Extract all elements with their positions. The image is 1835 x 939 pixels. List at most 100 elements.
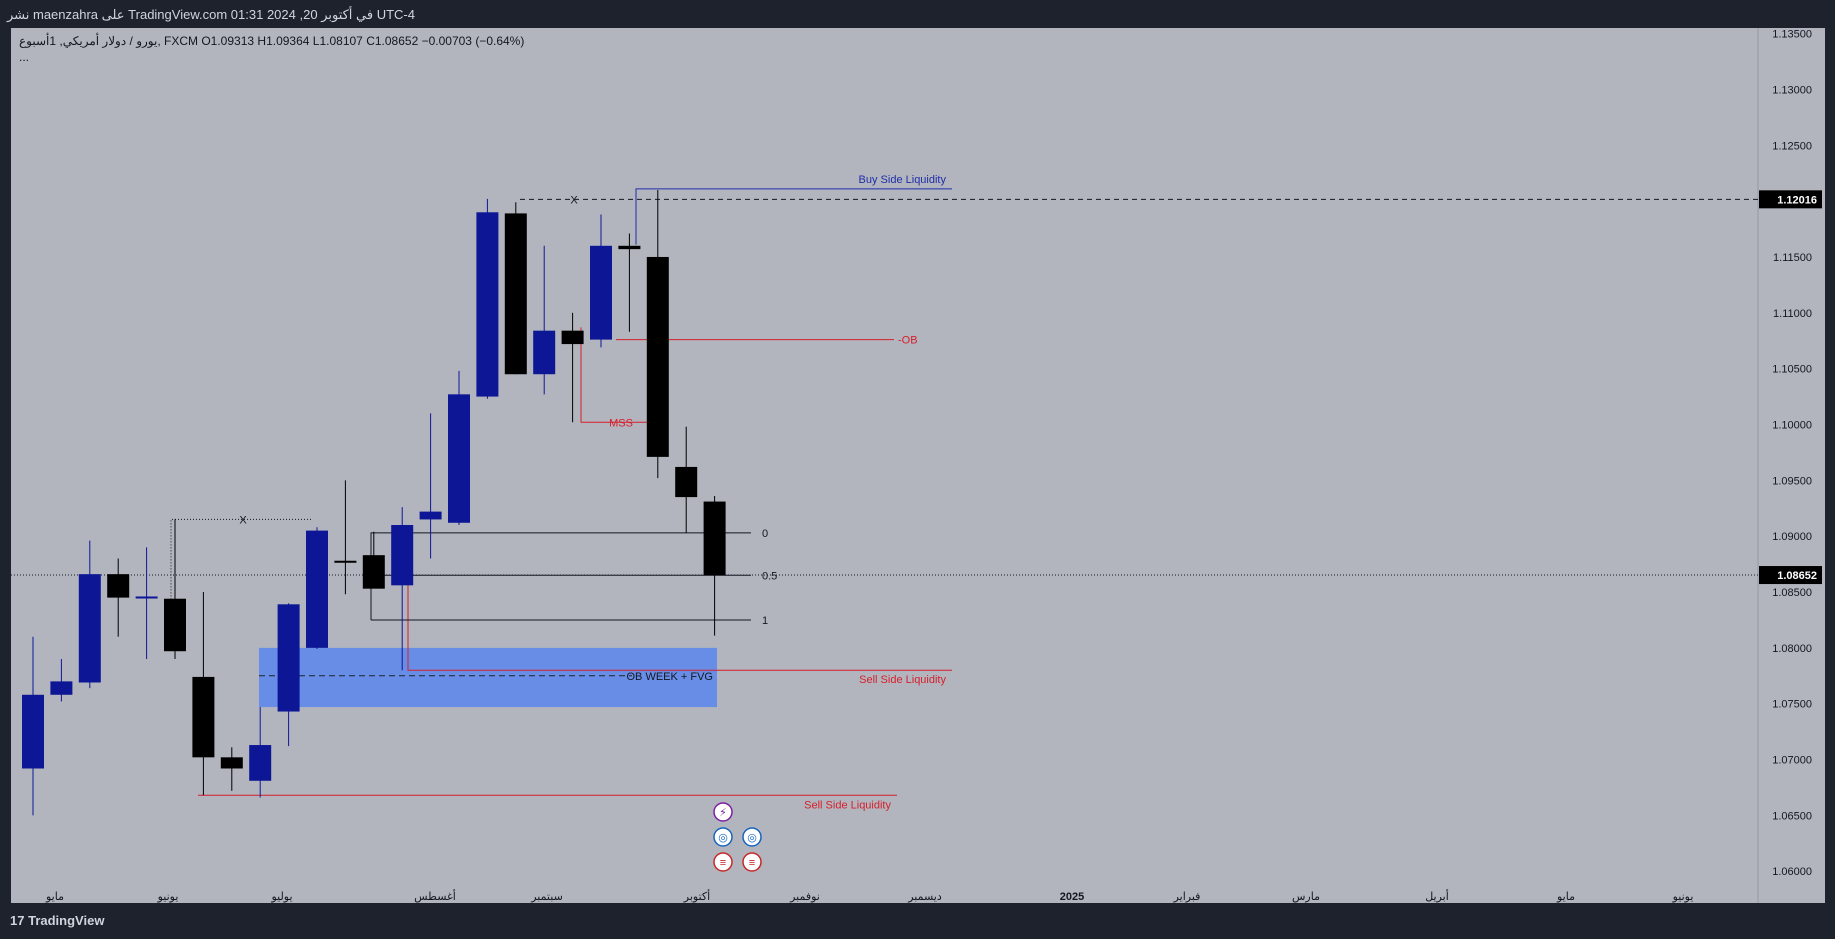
x-tick-label: مايو bbox=[45, 891, 64, 903]
candle-body bbox=[533, 330, 556, 375]
candle-body bbox=[590, 245, 612, 340]
price-label-box bbox=[1759, 190, 1822, 209]
mss-label: MSS bbox=[609, 417, 633, 429]
x-tick-label: نوفمبر bbox=[789, 891, 820, 903]
candle-body bbox=[50, 681, 73, 695]
legend-low: L1.08107 bbox=[312, 34, 363, 48]
sell-side-liquidity-line-1 bbox=[407, 580, 952, 671]
y-tick-label: 1.13500 bbox=[1772, 29, 1812, 41]
candle-body bbox=[703, 501, 726, 576]
candle-body bbox=[306, 530, 328, 648]
x-tick-label: يوليو bbox=[270, 891, 292, 903]
sell-side-liquidity-label-1: Sell Side Liquidity bbox=[859, 674, 946, 686]
candle-body bbox=[476, 212, 499, 397]
y-tick-label: 1.06000 bbox=[1772, 866, 1812, 878]
legend-close: C1.08652 bbox=[366, 34, 419, 48]
price-label-box bbox=[1759, 566, 1822, 585]
event-icon-ring bbox=[742, 827, 762, 847]
candle-body bbox=[192, 676, 215, 758]
candle-body bbox=[78, 574, 101, 683]
candle-body bbox=[504, 213, 527, 375]
sell-side-liquidity-label-2: Sell Side Liquidity bbox=[804, 799, 891, 811]
us-flag-event-icon[interactable]: ≡ bbox=[713, 852, 733, 872]
y-tick-label: 1.09500 bbox=[1772, 475, 1812, 487]
event-icon-glyph: ≡ bbox=[720, 857, 726, 869]
event-icon-ring bbox=[742, 852, 762, 872]
candle-body bbox=[249, 745, 272, 781]
mss-line bbox=[580, 327, 651, 423]
publish-info-text: نشر maenzahra على TradingView.com في أكت… bbox=[7, 7, 415, 22]
y-tick-label: 1.07500 bbox=[1772, 699, 1812, 711]
candle-body bbox=[135, 596, 158, 599]
buy-side-liquidity-line bbox=[635, 188, 952, 245]
y-tick-label: 1.09000 bbox=[1772, 531, 1812, 543]
x-mark-left: X bbox=[239, 514, 247, 526]
y-tick-label: 1.08000 bbox=[1772, 643, 1812, 655]
event-icon-ring bbox=[713, 827, 733, 847]
event-icon-ring bbox=[713, 802, 733, 822]
globe-event-icon[interactable]: ◎ bbox=[742, 827, 762, 847]
fib-label-05: 0.5 bbox=[762, 570, 777, 582]
x-tick-label: أغسطس bbox=[414, 889, 456, 903]
y-tick-label: 1.11500 bbox=[1773, 252, 1812, 264]
price-label-text: 1.08652 bbox=[1777, 570, 1817, 582]
x-tick-label: 2025 bbox=[1060, 891, 1084, 903]
ob-week-fvg-zone bbox=[259, 647, 717, 708]
candle-body bbox=[107, 574, 130, 598]
event-icon-glyph: ⚡ bbox=[719, 807, 727, 819]
x-tick-label: سبتمبر bbox=[530, 891, 563, 903]
candle-body bbox=[448, 394, 470, 523]
ob-week-fvg-label: OB WEEK + FVG bbox=[627, 671, 714, 683]
y-tick-label: 1.10500 bbox=[1772, 364, 1812, 376]
candle-body bbox=[675, 466, 698, 498]
fib-line-0 bbox=[370, 532, 751, 620]
candle-body bbox=[391, 525, 414, 586]
x-tick-label: يونيو bbox=[157, 891, 179, 903]
candle-body bbox=[646, 256, 669, 457]
candle-body bbox=[419, 511, 442, 520]
legend-symbol: يورو / دولار أمريكي, 1أسبوع, FXCM bbox=[19, 34, 198, 48]
event-icon-glyph: ◎ bbox=[718, 832, 728, 844]
chart-canvas[interactable]: 1.135001.130001.125001.120001.115001.110… bbox=[11, 28, 1825, 903]
candle-body bbox=[22, 694, 44, 769]
x-tick-label: أبريل bbox=[1425, 889, 1449, 903]
ob-label: -OB bbox=[898, 335, 918, 347]
x-tick-label: يونيو bbox=[1672, 891, 1694, 903]
legend-change: −0.00703 (−0.64%) bbox=[421, 34, 525, 48]
event-icon-glyph: ◎ bbox=[747, 832, 757, 844]
chart-pane[interactable]: 1.135001.130001.125001.120001.115001.110… bbox=[11, 28, 1825, 903]
price-axis bbox=[1758, 28, 1825, 903]
y-tick-label: 1.12500 bbox=[1772, 140, 1812, 152]
x-tick-label: ديسمبر bbox=[907, 891, 942, 903]
candle-body bbox=[618, 245, 641, 250]
publish-header: نشر maenzahra على TradingView.com في أكت… bbox=[0, 0, 1835, 28]
footer-bar: 17 TradingView bbox=[0, 903, 1835, 939]
candle-body bbox=[561, 330, 584, 345]
x-tick-label: مايو bbox=[1556, 891, 1575, 903]
tradingview-logo-text: TradingView bbox=[28, 913, 105, 928]
candle-body bbox=[277, 604, 300, 712]
legend-more-button[interactable]: ... bbox=[19, 50, 30, 64]
symbol-legend: يورو / دولار أمريكي, 1أسبوع, FXCM O1.093… bbox=[19, 34, 524, 64]
x-left-line bbox=[170, 518, 313, 606]
y-tick-label: 1.08500 bbox=[1772, 587, 1812, 599]
buy-side-liquidity-label: Buy Side Liquidity bbox=[859, 174, 947, 186]
fib-label-1: 1 bbox=[762, 615, 768, 627]
legend-high: H1.09364 bbox=[257, 34, 310, 48]
y-tick-label: 1.07000 bbox=[1772, 755, 1812, 767]
x-mark-top: X bbox=[570, 194, 578, 206]
fib-label-0: 0 bbox=[762, 528, 768, 540]
tradingview-logo-icon: 17 bbox=[10, 913, 25, 928]
lightning-event-icon[interactable]: ⚡ bbox=[713, 802, 733, 822]
x-tick-label: مارس bbox=[1292, 891, 1320, 903]
x-tick-label: فبراير bbox=[1173, 891, 1201, 903]
y-tick-label: 1.06500 bbox=[1772, 810, 1812, 822]
legend-open: O1.09313 bbox=[201, 34, 255, 48]
price-label-text: 1.12016 bbox=[1777, 194, 1817, 206]
us-flag-event-icon[interactable]: ≡ bbox=[742, 852, 762, 872]
globe-event-icon[interactable]: ◎ bbox=[713, 827, 733, 847]
event-icon-ring bbox=[713, 852, 733, 872]
candle-body bbox=[334, 560, 357, 563]
tradingview-logo[interactable]: 17 TradingView bbox=[10, 913, 104, 928]
candle-body bbox=[164, 598, 186, 652]
